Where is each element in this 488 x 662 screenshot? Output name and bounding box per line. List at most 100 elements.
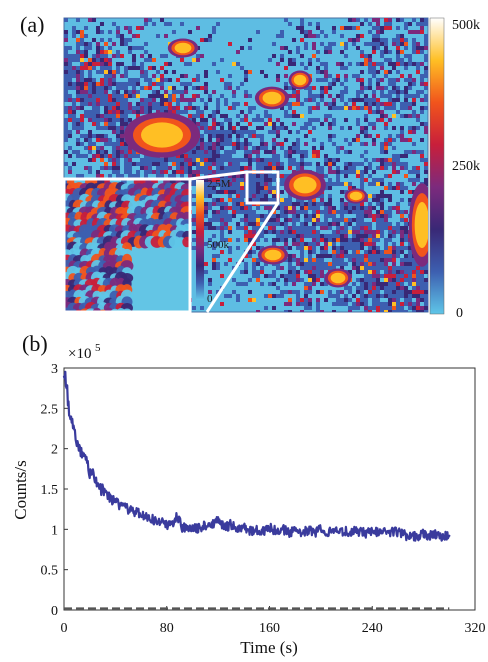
- map-pixel: [212, 198, 216, 202]
- map-pixel: [376, 182, 380, 186]
- map-pixel: [72, 122, 76, 126]
- map-pixel: [208, 206, 212, 210]
- map-pixel: [420, 290, 424, 294]
- map-pixel: [352, 218, 356, 222]
- map-pixel: [268, 150, 272, 154]
- map-pixel: [300, 278, 304, 282]
- map-pixel: [384, 150, 388, 154]
- map-pixel: [212, 90, 216, 94]
- map-pixel: [200, 110, 204, 114]
- map-pixel: [384, 162, 388, 166]
- map-pixel: [408, 126, 412, 130]
- map-pixel: [96, 114, 100, 118]
- map-pixel: [80, 126, 84, 130]
- map-pixel: [372, 234, 376, 238]
- map-pixel: [212, 162, 216, 166]
- map-pixel: [336, 302, 340, 306]
- map-pixel: [272, 306, 276, 310]
- map-pixel: [244, 146, 248, 150]
- map-pixel: [300, 238, 304, 242]
- map-pixel: [280, 290, 284, 294]
- map-pixel: [92, 38, 96, 42]
- map-pixel: [360, 186, 364, 190]
- map-pixel: [240, 66, 244, 70]
- map-pixel: [192, 306, 196, 310]
- map-pixel: [364, 98, 368, 102]
- map-pixel: [424, 22, 428, 26]
- map-pixel: [356, 278, 360, 282]
- map-pixel: [128, 50, 132, 54]
- map-pixel: [272, 54, 276, 58]
- map-pixel: [336, 262, 340, 266]
- map-pixel: [188, 174, 192, 178]
- map-pixel: [228, 138, 232, 142]
- map-pixel: [308, 246, 312, 250]
- map-pixel: [424, 42, 428, 46]
- map-pixel: [396, 94, 400, 98]
- map-pixel: [156, 34, 160, 38]
- map-pixel: [308, 278, 312, 282]
- map-pixel: [216, 150, 220, 154]
- map-pixel: [352, 186, 356, 190]
- map-pixel: [100, 46, 104, 50]
- map-pixel: [280, 126, 284, 130]
- map-pixel: [216, 226, 220, 230]
- map-pixel: [408, 138, 412, 142]
- map-pixel: [368, 238, 372, 242]
- map-pixel: [140, 46, 144, 50]
- map-pixel: [128, 106, 132, 110]
- map-pixel: [196, 114, 200, 118]
- map-pixel: [224, 130, 228, 134]
- map-pixel: [100, 138, 104, 142]
- map-pixel: [404, 150, 408, 154]
- map-pixel: [68, 46, 72, 50]
- map-pixel: [188, 154, 192, 158]
- map-pixel: [152, 58, 156, 62]
- map-pixel: [412, 302, 416, 306]
- map-pixel: [72, 74, 76, 78]
- map-pixel: [312, 282, 316, 286]
- map-pixel: [340, 98, 344, 102]
- map-pixel: [244, 90, 248, 94]
- map-pixel: [224, 226, 228, 230]
- map-pixel: [380, 258, 384, 262]
- map-pixel: [296, 26, 300, 30]
- map-pixel: [236, 298, 240, 302]
- map-pixel: [184, 170, 188, 174]
- map-pixel: [376, 246, 380, 250]
- map-pixel: [164, 70, 168, 74]
- map-pixel: [88, 90, 92, 94]
- map-pixel: [380, 102, 384, 106]
- map-pixel: [304, 126, 308, 130]
- map-pixel: [336, 170, 340, 174]
- map-pixel: [248, 106, 252, 110]
- map-pixel: [332, 158, 336, 162]
- map-pixel: [128, 158, 132, 162]
- map-pixel: [272, 154, 276, 158]
- map-pixel: [316, 262, 320, 266]
- map-pixel: [324, 74, 328, 78]
- map-pixel: [276, 278, 280, 282]
- map-pixel: [96, 26, 100, 30]
- map-pixel: [364, 294, 368, 298]
- map-pixel: [288, 234, 292, 238]
- map-pixel: [424, 306, 428, 310]
- map-pixel: [68, 130, 72, 134]
- map-pixel: [312, 206, 316, 210]
- map-pixel: [148, 54, 152, 58]
- map-pixel: [64, 46, 68, 50]
- map-pixel: [236, 198, 240, 202]
- map-pixel: [228, 198, 232, 202]
- map-pixel: [288, 158, 292, 162]
- map-pixel: [420, 282, 424, 286]
- map-pixel: [220, 202, 224, 206]
- map-pixel: [316, 94, 320, 98]
- map-pixel: [296, 278, 300, 282]
- map-pixel: [372, 42, 376, 46]
- map-pixel: [280, 190, 284, 194]
- map-pixel: [128, 90, 132, 94]
- map-pixel: [396, 202, 400, 206]
- map-pixel: [360, 230, 364, 234]
- map-pixel: [384, 290, 388, 294]
- map-pixel: [104, 62, 108, 66]
